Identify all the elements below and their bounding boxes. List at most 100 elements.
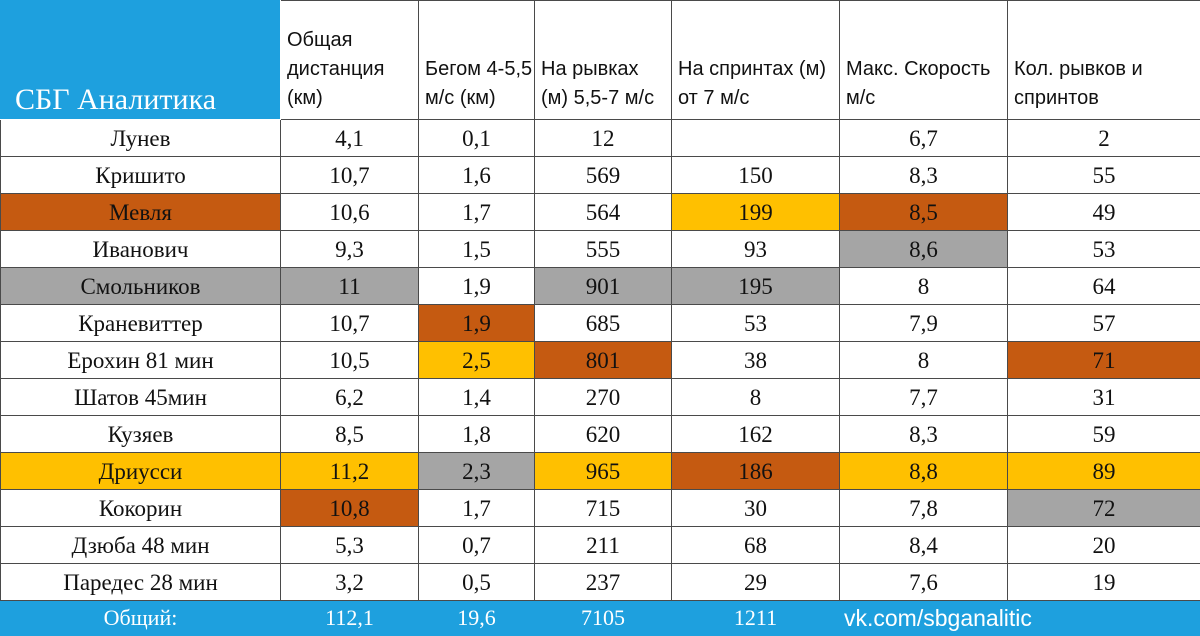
table-row: Смольников 11 1,9 901 195 8 64 <box>1 268 1200 305</box>
table-cell: 901 <box>535 268 672 305</box>
table-row: Иванович 9,3 1,5 555 93 8,6 53 <box>1 231 1200 268</box>
table-cell: 8,5 <box>840 194 1008 231</box>
table-cell: 620 <box>535 416 672 453</box>
table-row: Паредес 28 мин 3,2 0,5 237 29 7,6 19 <box>1 564 1200 601</box>
table-cell: 19 <box>1008 564 1200 601</box>
table-cell: 2 <box>1008 120 1200 157</box>
table-cell: 12 <box>535 120 672 157</box>
table-cell <box>672 120 840 157</box>
table-cell: 270 <box>535 379 672 416</box>
table-cell: 1,7 <box>419 194 535 231</box>
player-name: Шатов 45мин <box>1 379 281 416</box>
table-row: Кришито 10,7 1,6 569 150 8,3 55 <box>1 157 1200 194</box>
table-cell: 569 <box>535 157 672 194</box>
column-header-running: Бегом 4-5,5 м/с (км) <box>419 1 535 120</box>
table-cell: 199 <box>672 194 840 231</box>
table-cell: 1,7 <box>419 490 535 527</box>
player-name: Краневиттер <box>1 305 281 342</box>
column-header-sprints: На спринтах (м) от 7 м/с <box>672 1 840 120</box>
table-cell: 10,8 <box>281 490 419 527</box>
table-row: Краневиттер 10,7 1,9 685 53 7,9 57 <box>1 305 1200 342</box>
brand-title: СБГ Аналитика <box>1 1 281 120</box>
table-cell: 5,3 <box>281 527 419 564</box>
table-cell: 1,9 <box>419 268 535 305</box>
table-row: Дриусси 11,2 2,3 965 186 8,8 89 <box>1 453 1200 490</box>
table-cell: 0,7 <box>419 527 535 564</box>
column-header-total-distance: Общая дистанция (км) <box>281 1 419 120</box>
table-cell: 0,1 <box>419 120 535 157</box>
table-cell: 53 <box>1008 231 1200 268</box>
table-cell: 7,9 <box>840 305 1008 342</box>
table-cell: 195 <box>672 268 840 305</box>
table-cell: 1,8 <box>419 416 535 453</box>
table-cell: 8 <box>672 379 840 416</box>
table-cell: 71 <box>1008 342 1200 379</box>
player-name: Лунев <box>1 120 281 157</box>
totals-row: Общий: 112,1 19,6 7105 1211 vk.com/sbgan… <box>1 601 1200 636</box>
table-cell: 68 <box>672 527 840 564</box>
table-cell: 8,8 <box>840 453 1008 490</box>
total-value: 1211 <box>672 601 840 636</box>
player-name: Паредес 28 мин <box>1 564 281 601</box>
table-cell: 11,2 <box>281 453 419 490</box>
table-cell: 1,9 <box>419 305 535 342</box>
table-cell: 1,6 <box>419 157 535 194</box>
column-header-dashes: На рывках (м) 5,5-7 м/с <box>535 1 672 120</box>
table-cell: 8,3 <box>840 157 1008 194</box>
table-cell: 7,7 <box>840 379 1008 416</box>
table-cell: 186 <box>672 453 840 490</box>
table-cell: 1,4 <box>419 379 535 416</box>
table-cell: 564 <box>535 194 672 231</box>
table-cell: 162 <box>672 416 840 453</box>
table-cell: 237 <box>535 564 672 601</box>
table-cell: 29 <box>672 564 840 601</box>
table-row: Кокорин 10,8 1,7 715 30 7,8 72 <box>1 490 1200 527</box>
table-cell: 11 <box>281 268 419 305</box>
table-cell: 30 <box>672 490 840 527</box>
table-cell: 53 <box>672 305 840 342</box>
table-cell: 2,5 <box>419 342 535 379</box>
player-name: Дриусси <box>1 453 281 490</box>
table-cell: 555 <box>535 231 672 268</box>
table-row: Кузяев 8,5 1,8 620 162 8,3 59 <box>1 416 1200 453</box>
table-cell: 0,5 <box>419 564 535 601</box>
player-name: Ерохин 81 мин <box>1 342 281 379</box>
table-cell: 10,5 <box>281 342 419 379</box>
table-cell: 10,7 <box>281 305 419 342</box>
totals-label: Общий: <box>1 601 281 636</box>
table-cell: 31 <box>1008 379 1200 416</box>
table-cell: 4,1 <box>281 120 419 157</box>
table-cell: 6,7 <box>840 120 1008 157</box>
player-name: Кришито <box>1 157 281 194</box>
table-cell: 20 <box>1008 527 1200 564</box>
table-cell: 8 <box>840 268 1008 305</box>
table-cell: 8,3 <box>840 416 1008 453</box>
table-cell: 64 <box>1008 268 1200 305</box>
table-cell: 7,6 <box>840 564 1008 601</box>
player-name: Мевля <box>1 194 281 231</box>
header-row: СБГ Аналитика Общая дистанция (км) Бегом… <box>1 1 1200 120</box>
player-name: Дзюба 48 мин <box>1 527 281 564</box>
table-cell: 685 <box>535 305 672 342</box>
player-name: Смольников <box>1 268 281 305</box>
table-cell: 6,2 <box>281 379 419 416</box>
table-cell: 55 <box>1008 157 1200 194</box>
table-cell: 10,6 <box>281 194 419 231</box>
table-row: Мевля 10,6 1,7 564 199 8,5 49 <box>1 194 1200 231</box>
total-value: 112,1 <box>281 601 419 636</box>
source-link[interactable]: vk.com/sbganalitic <box>840 601 1200 636</box>
table-cell: 8 <box>840 342 1008 379</box>
table-cell: 1,5 <box>419 231 535 268</box>
table-cell: 150 <box>672 157 840 194</box>
table-cell: 57 <box>1008 305 1200 342</box>
column-header-max-speed: Макс. Скорость м/с <box>840 1 1008 120</box>
table-cell: 2,3 <box>419 453 535 490</box>
table-row: Шатов 45мин 6,2 1,4 270 8 7,7 31 <box>1 379 1200 416</box>
table-cell: 801 <box>535 342 672 379</box>
table-row: Ерохин 81 мин 10,5 2,5 801 38 8 71 <box>1 342 1200 379</box>
table-cell: 10,7 <box>281 157 419 194</box>
table-cell: 8,6 <box>840 231 1008 268</box>
table-cell: 965 <box>535 453 672 490</box>
